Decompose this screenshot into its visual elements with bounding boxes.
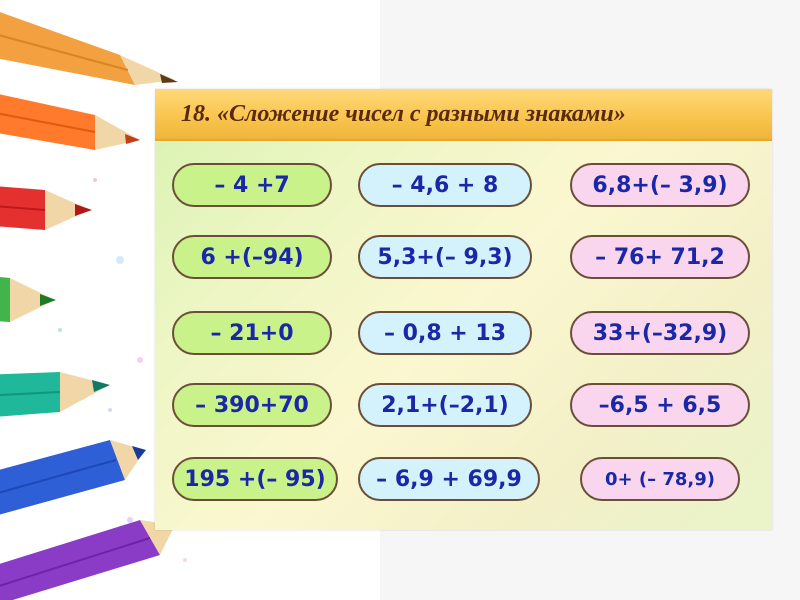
exercise-panel: 18. «Сложение чисел с разными знаками» –… bbox=[155, 89, 772, 530]
pencil-teal bbox=[0, 372, 110, 417]
expression-pill: – 0,8 + 13 bbox=[358, 311, 532, 355]
expression-pill: – 4 +7 bbox=[172, 163, 332, 207]
expression-pill: 0+ (– 78,9) bbox=[580, 457, 740, 501]
title-bar: 18. «Сложение чисел с разными знаками» bbox=[155, 89, 772, 141]
expression-pill: – 390+70 bbox=[172, 383, 332, 427]
expression-pill: – 21+0 bbox=[172, 311, 332, 355]
expression-pill: – 4,6 + 8 bbox=[358, 163, 532, 207]
pencil-red bbox=[0, 186, 92, 230]
pencil-red-orange bbox=[0, 94, 140, 150]
pencil-blue bbox=[0, 440, 146, 515]
expression-pill: 6,8+(– 3,9) bbox=[570, 163, 750, 207]
pencil-purple bbox=[0, 520, 175, 600]
expression-pill: 5,3+(– 9,3) bbox=[358, 235, 532, 279]
expression-pill: 6 +(–94) bbox=[172, 235, 332, 279]
pencil-green bbox=[0, 277, 56, 322]
slide-title: 18. «Сложение чисел с разными знаками» bbox=[181, 101, 626, 127]
expression-pill: 195 +(– 95) bbox=[172, 457, 338, 501]
expression-pill: –6,5 + 6,5 bbox=[570, 383, 750, 427]
expression-pill: – 6,9 + 69,9 bbox=[358, 457, 540, 501]
pencil-orange bbox=[0, 12, 178, 85]
expression-pill: 33+(–32,9) bbox=[570, 311, 750, 355]
expression-pill: 2,1+(–2,1) bbox=[358, 383, 532, 427]
expression-pill: – 76+ 71,2 bbox=[570, 235, 750, 279]
